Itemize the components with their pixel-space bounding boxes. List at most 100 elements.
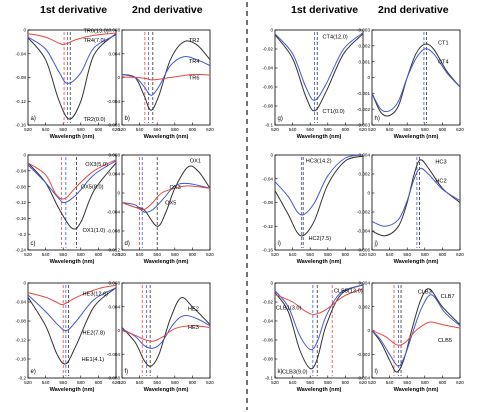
x-tick-label: 580 — [324, 380, 332, 385]
y-tick-label: 0 — [367, 191, 370, 196]
y-tick-label: 0 — [367, 328, 370, 333]
plot-frame — [274, 29, 364, 126]
x-tick-label: 600 — [439, 380, 447, 385]
x-tick-label: 580 — [171, 252, 179, 257]
y-tick-label: -0.1 — [265, 123, 273, 128]
x-tick-label: 580 — [421, 380, 429, 385]
series-annotation: CLB3(9.0) — [282, 369, 308, 375]
x-tick-label: 600 — [95, 252, 103, 257]
y-tick-label: -0.004 — [357, 229, 370, 234]
x-tick-label: 580 — [77, 252, 85, 257]
series-line-he1 — [27, 287, 117, 365]
x-axis-label: Wavelength (nm) — [297, 387, 342, 393]
x-tick-label: 620 — [112, 380, 120, 385]
x-tick-label: 620 — [456, 252, 464, 257]
panel-label: b) — [125, 116, 130, 122]
y-tick-label: 0 — [23, 281, 26, 286]
series-line-he3 — [121, 325, 211, 342]
y-tick-label: 0 — [270, 281, 273, 286]
y-tick-label: -0.04 — [16, 168, 27, 173]
x-tick-label: 520 — [368, 127, 376, 132]
y-tick-label: -0.004 — [357, 376, 370, 381]
series-annotation: CT4 — [438, 60, 449, 66]
series-line-clb3 — [274, 284, 364, 370]
x-tick-label: 560 — [153, 380, 161, 385]
series-annotation: CT1(0.0) — [323, 109, 345, 115]
x-tick-label: 520 — [118, 252, 126, 257]
y-tick-label: -0.08 — [16, 319, 27, 324]
x-tick-label: 520 — [271, 380, 279, 385]
y-tick-label: -0.12 — [16, 99, 27, 104]
series-annotation: HE3 — [188, 325, 199, 331]
y-tick-label: -0.008 — [107, 123, 120, 128]
series-annotation: HE1(4.1) — [82, 357, 105, 363]
y-tick-label: -0.04 — [263, 319, 274, 324]
series-line-ox3 — [27, 160, 117, 204]
x-tick-label: 560 — [59, 127, 67, 132]
x-tick-label: 520 — [271, 252, 279, 257]
panel-label: e) — [31, 369, 36, 375]
x-tick-label: 620 — [206, 252, 214, 257]
series-line-tr2 — [121, 40, 211, 111]
x-tick-label: 560 — [306, 127, 314, 132]
series-annotation: HE3(12.6) — [83, 291, 109, 297]
x-tick-label: 560 — [403, 380, 411, 385]
y-tick-label: 0 — [367, 75, 370, 80]
series-line-ox1 — [121, 165, 211, 227]
series-line-hc3 — [274, 154, 364, 216]
y-tick-label: 0.003 — [359, 28, 371, 33]
x-axis-label: Wavelength (nm) — [297, 134, 342, 140]
chart-panel-l: 520 540 560 580 600 620-0.004-0.00200.0020.00… — [357, 281, 464, 393]
header-left-second: 2nd derivative — [132, 4, 203, 16]
y-tick-label: 0 — [23, 28, 26, 33]
series-annotation: CT4(12.0) — [323, 35, 348, 41]
series-line-clb5 — [371, 321, 461, 346]
x-tick-label: 560 — [59, 380, 67, 385]
series-line-tr4 — [121, 55, 211, 96]
chart-panel-i: 520 540 560 580 600 620 -0.16 -0.12 -0.08 -0.04 0 W… — [263, 153, 368, 265]
x-axis-label: Wavelength (nm) — [394, 259, 439, 265]
series-annotation: TR4 — [189, 59, 200, 65]
x-tick-label: 580 — [171, 380, 179, 385]
series-annotation: HE2(7.8) — [83, 330, 106, 336]
x-tick-label: 580 — [324, 127, 332, 132]
x-tick-label: 620 — [206, 380, 214, 385]
panel-grid: 520 540 560 580 600 620 -0.16 -0.12 -0.08 -0.04 0 W… — [16, 28, 465, 393]
x-tick-label: 520 — [24, 127, 32, 132]
header-right-first: 1st derivative — [291, 4, 358, 16]
y-tick-label: -0.008 — [107, 376, 120, 381]
y-tick-label: -0.24 — [16, 248, 27, 253]
y-tick-label: -0.16 — [16, 123, 27, 128]
x-axis-label: Wavelength (nm) — [394, 387, 439, 393]
series-annotation: OX3 — [170, 185, 181, 191]
series-annotation: CLB3 — [418, 289, 432, 295]
x-tick-label: 620 — [112, 127, 120, 132]
chart-panel-f: 520 540 560 580 600 620-0.008-0.00400.0040.00… — [107, 281, 214, 393]
x-tick-label: 580 — [421, 127, 429, 132]
chart-panel-g: 520 540 560 580 600 620 -0.1 -0.08 -0.06 -0.04 -0.… — [263, 28, 368, 140]
y-tick-label: -0.04 — [263, 66, 274, 71]
x-tick-label: 600 — [439, 127, 447, 132]
x-tick-label: 560 — [306, 252, 314, 257]
y-tick-label: 0.002 — [359, 304, 371, 309]
y-tick-label: 0.004 — [109, 304, 121, 309]
x-axis-label: Wavelength (nm) — [50, 134, 95, 140]
y-tick-label: -0.002 — [357, 210, 370, 215]
x-axis-label: Wavelength (nm) — [50, 259, 95, 265]
y-tick-label: -0.12 — [16, 200, 27, 205]
series-line-ct4 — [371, 48, 461, 113]
y-tick-label: 0 — [270, 28, 273, 33]
y-tick-label: 0.004 — [359, 153, 371, 158]
x-tick-label: 540 — [42, 380, 50, 385]
chart-panel-a: 520 540 560 580 600 620 -0.16 -0.12 -0.08 -0.04 0 W… — [16, 28, 121, 140]
x-tick-label: 560 — [403, 252, 411, 257]
panel-label: j) — [374, 241, 378, 247]
x-tick-label: 620 — [456, 127, 464, 132]
series-line-tr6 — [121, 73, 211, 81]
x-tick-label: 600 — [95, 380, 103, 385]
x-tick-label: 600 — [342, 380, 350, 385]
panel-label: h) — [375, 116, 380, 122]
y-tick-label: 0.001 — [359, 59, 371, 64]
series-line-ct1 — [371, 43, 461, 117]
